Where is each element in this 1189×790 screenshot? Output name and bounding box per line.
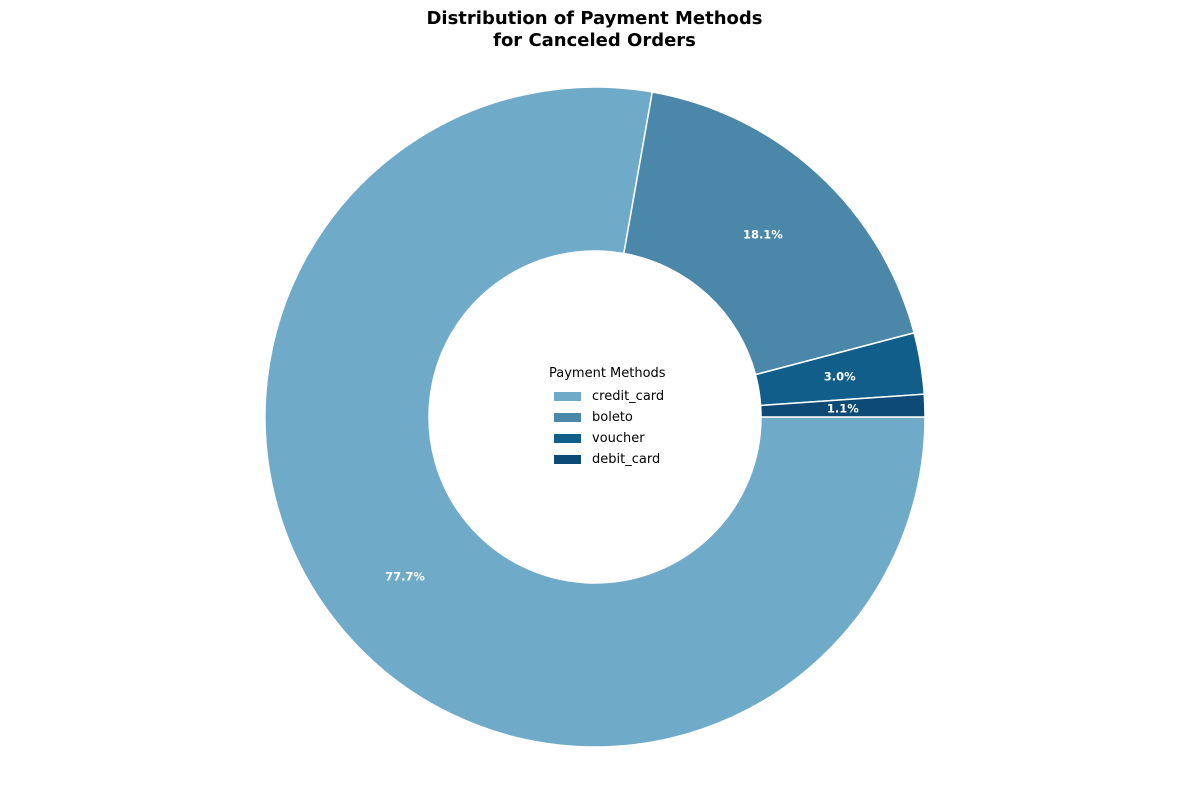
legend-item-debit-card: debit_card [549, 449, 666, 470]
slice-label-credit-card: 77.7% [385, 569, 425, 583]
legend-label: voucher [592, 431, 645, 446]
chart-title-line-1: Distribution of Payment Methods [426, 8, 763, 29]
slice-credit-card [264, 86, 926, 748]
legend-label: debit_card [592, 452, 661, 467]
legend-label: boleto [592, 410, 633, 425]
legend-item-boleto: boleto [549, 407, 666, 428]
slice-label-boleto: 18.1% [743, 227, 783, 241]
legend-title: Payment Methods [549, 366, 666, 381]
slice-label-voucher: 3.0% [824, 370, 856, 384]
slice-label-debit-card: 1.1% [827, 401, 859, 415]
legend-swatch [554, 392, 581, 401]
chart-title-line-2: for Canceled Orders [493, 30, 696, 51]
legend: Payment Methods credit_card boleto vouch… [549, 366, 666, 470]
legend-item-voucher: voucher [549, 428, 666, 449]
legend-item-credit-card: credit_card [549, 386, 666, 407]
legend-swatch [554, 434, 581, 443]
legend-swatch [554, 413, 581, 422]
legend-label: credit_card [592, 389, 665, 404]
legend-swatch [554, 455, 581, 464]
chart-title: Distribution of Payment Methods for Canc… [0, 8, 1189, 52]
slice-debit-card [759, 393, 926, 418]
slice-boleto [622, 91, 916, 376]
